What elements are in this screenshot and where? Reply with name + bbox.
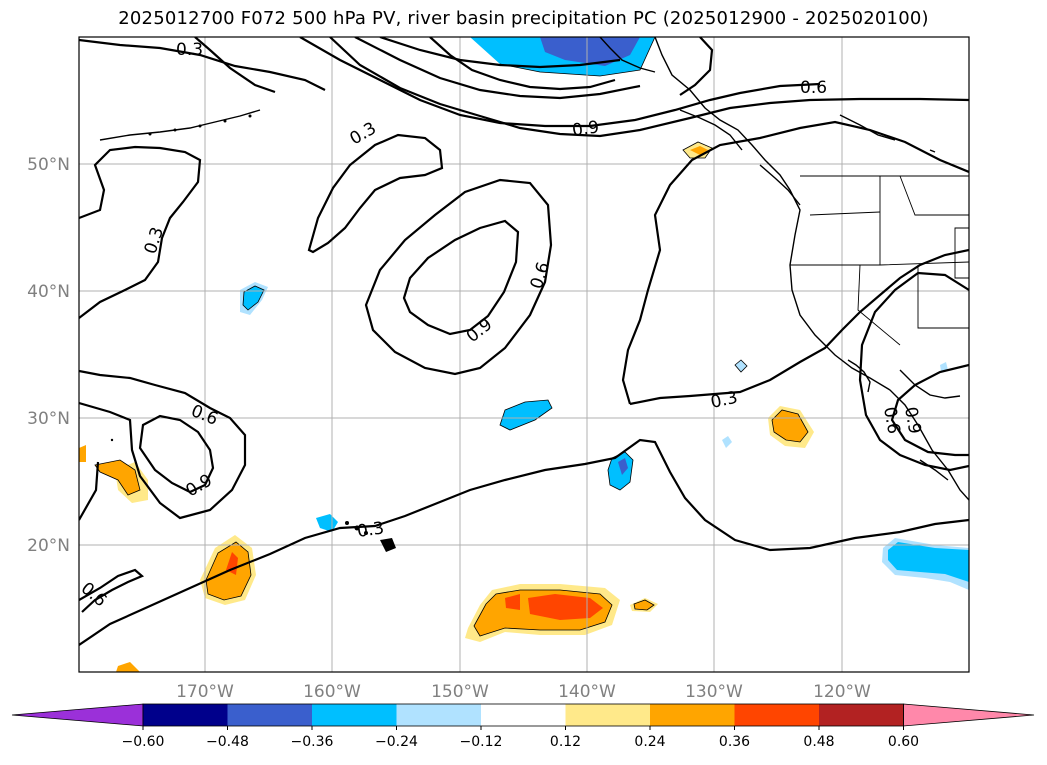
colorbar-bin — [734, 704, 820, 726]
contour-label: 0.6 — [527, 260, 554, 292]
y-axis-labels: 20°N 30°N 40°N 50°N — [27, 155, 70, 556]
x-tick-label: 130°W — [685, 682, 743, 702]
colorbar-tick-label: 0.24 — [634, 734, 665, 750]
y-tick-label: 20°N — [27, 536, 70, 556]
colorbar-bin — [396, 704, 482, 726]
contour-label: 0.6 — [800, 78, 827, 98]
chart-title: 2025012700 F072 500 hPa PV, river basin … — [118, 8, 929, 29]
contour-label: 0.6 — [188, 401, 221, 430]
political-borders — [790, 175, 969, 346]
contour-label: 0.6 — [879, 405, 903, 435]
colorbar-bin — [481, 704, 566, 726]
contour-label: 0.3 — [356, 518, 386, 542]
colorbar-tick-label: 0.36 — [719, 734, 750, 750]
colorbar-tick-label: −0.60 — [122, 734, 165, 750]
islands — [110, 114, 396, 552]
colorbar-outline — [142, 703, 904, 727]
colorbar-bin — [227, 704, 313, 726]
contour-label: 0.3 — [176, 40, 203, 60]
contour-label: 0.9 — [463, 315, 497, 347]
contour-label: 0.9 — [900, 405, 924, 435]
colorbar-tick-label: 0.12 — [550, 734, 581, 750]
x-tick-label: 140°W — [558, 682, 616, 702]
contour-labels: 0.3 0.3 0.3 0.3 0.3 0.6 0.6 0.6 0.6 0.6 … — [79, 40, 924, 611]
colorbar-bin — [819, 704, 904, 726]
contour-label: 0.3 — [709, 388, 740, 413]
colorbar-bin — [312, 704, 397, 726]
contour-label: 0.9 — [571, 117, 601, 141]
colorbar-tick-label: 0.60 — [888, 734, 919, 750]
colorbar-extend-high — [903, 703, 1035, 727]
gridlines — [79, 37, 969, 672]
x-tick-label: 160°W — [303, 682, 361, 702]
y-tick-label: 30°N — [27, 409, 70, 429]
colorbar: −0.60 −0.48 −0.36 −0.24 −0.12 0.12 0.24 0.36 0.4… — [11, 703, 1035, 750]
colorbar-bin — [565, 704, 651, 726]
shading-outlines — [94, 37, 809, 637]
pv-contours — [79, 37, 969, 646]
colorbar-bin — [143, 704, 228, 726]
colorbar-tick-label: −0.12 — [460, 734, 503, 750]
y-tick-label: 50°N — [27, 155, 70, 175]
contour-label: 0.9 — [183, 470, 216, 501]
colorbar-tick-label: −0.36 — [291, 734, 334, 750]
map-frame — [78, 36, 970, 673]
colorbar-tick-label: −0.24 — [375, 734, 418, 750]
x-tick-label: 170°W — [176, 682, 234, 702]
y-tick-label: 40°N — [27, 282, 70, 302]
contour-label: 0.3 — [141, 225, 168, 257]
positive-anomaly-shading — [79, 142, 814, 672]
x-tick-label: 150°W — [431, 682, 489, 702]
colorbar-tick-label: 0.48 — [803, 734, 834, 750]
map-area: 0.3 0.3 0.3 0.3 0.3 0.6 0.6 0.6 0.6 0.6 … — [79, 37, 969, 672]
x-tick-label: 120°W — [813, 682, 871, 702]
negative-anomaly-shading — [240, 37, 969, 590]
colorbar-bin — [650, 704, 735, 726]
x-axis-labels: 170°W 160°W 150°W 140°W 130°W 120°W — [176, 682, 871, 702]
colorbar-extend-low — [11, 703, 144, 727]
colorbar-tick-label: −0.48 — [206, 734, 249, 750]
